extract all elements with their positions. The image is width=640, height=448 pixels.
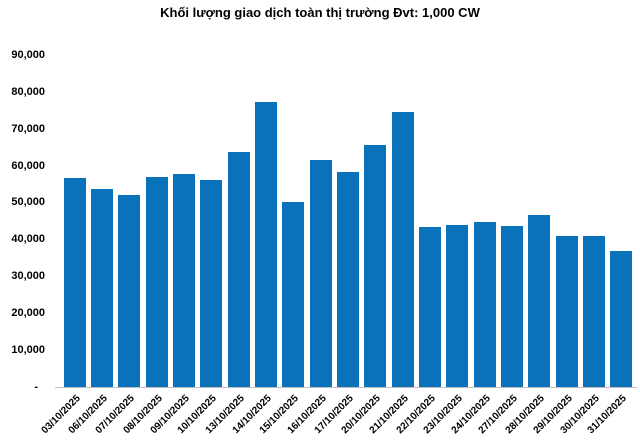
- x-tick-label: 09/10/2025: [148, 393, 192, 437]
- x-tick-label: 31/10/2025: [585, 393, 630, 437]
- x-tick-label: 22/10/2025: [394, 393, 438, 437]
- bar: [282, 202, 305, 387]
- bar-slot: [553, 56, 580, 387]
- bar: [500, 226, 523, 387]
- bar: [364, 144, 387, 387]
- bar-slot: [225, 56, 252, 387]
- bar-slot: [280, 56, 307, 387]
- x-tick-label: 16/10/2025: [285, 393, 329, 437]
- bar: [254, 101, 277, 387]
- x-tick-label: 08/10/2025: [121, 393, 165, 437]
- y-tick-label: 20,000: [11, 306, 45, 319]
- bar-slot: [580, 56, 607, 387]
- bar-slot: [334, 56, 361, 387]
- bar: [446, 224, 469, 387]
- bar-slot: [143, 56, 170, 387]
- x-tick-label: 28/10/2025: [503, 393, 548, 437]
- bar: [582, 235, 605, 387]
- y-tick-label: 40,000: [11, 233, 45, 246]
- x-tick-label: 23/10/2025: [421, 393, 466, 437]
- bar: [473, 222, 496, 387]
- x-tick-label: 13/10/2025: [203, 393, 247, 437]
- bar: [309, 159, 332, 387]
- bar-slot: [389, 56, 416, 387]
- bar: [145, 177, 168, 387]
- y-tick-label: 80,000: [11, 85, 45, 98]
- bar-slot: [416, 56, 443, 387]
- x-tick-label: 30/10/2025: [558, 393, 602, 437]
- x-tick-label: 14/10/2025: [230, 393, 274, 437]
- x-tick-label: 17/10/2025: [312, 393, 356, 437]
- y-tick-label: 60,000: [11, 159, 45, 172]
- bar-slot: [608, 56, 635, 387]
- x-tick-label: 10/10/2025: [175, 393, 220, 437]
- bar: [610, 251, 633, 387]
- bar-slot: [170, 56, 197, 387]
- bar-slot: [444, 56, 471, 387]
- bar: [418, 227, 441, 387]
- x-tick-label: 06/10/2025: [66, 393, 110, 437]
- bar-slot: [362, 56, 389, 387]
- y-axis-tick-labels: - 10,000 20,000 30,000 40,000 50,000 60,000 70,…: [0, 0, 45, 448]
- bar-slot: [61, 56, 88, 387]
- x-tick-label: 15/10/2025: [257, 393, 302, 437]
- y-tick-label: 10,000: [11, 343, 45, 356]
- x-tick-label: 21/10/2025: [367, 393, 411, 437]
- y-tick-label: 70,000: [11, 122, 45, 135]
- bar-slot: [116, 56, 143, 387]
- bar: [118, 195, 141, 387]
- bar: [227, 152, 250, 387]
- x-tick-label: 27/10/2025: [476, 393, 520, 437]
- bar-slot: [471, 56, 498, 387]
- x-tick-label: 07/10/2025: [93, 393, 138, 437]
- x-tick-label: 24/10/2025: [449, 393, 493, 437]
- bar-slot: [526, 56, 553, 387]
- x-tick-label: 20/10/2025: [339, 393, 384, 437]
- bar: [200, 180, 223, 387]
- bar-slot: [252, 56, 279, 387]
- bar: [90, 188, 113, 387]
- y-tick-label: 50,000: [11, 196, 45, 209]
- x-tick-label: 29/10/2025: [531, 393, 575, 437]
- plot-area: [61, 56, 635, 387]
- y-tick-label: 90,000: [11, 49, 45, 61]
- bar-slot: [307, 56, 334, 387]
- chart-title: Khối lượng giao dịch toàn thị trường Đvt…: [160, 5, 480, 20]
- bar-slot: [88, 56, 115, 387]
- y-tick-label: -: [34, 380, 38, 393]
- y-tick-label: 30,000: [11, 270, 45, 282]
- bar: [391, 112, 414, 387]
- bar: [555, 235, 578, 387]
- bar-slot: [198, 56, 225, 387]
- bar: [63, 177, 86, 387]
- x-axis-line: [55, 387, 637, 388]
- bar: [172, 173, 195, 387]
- bar: [528, 214, 551, 387]
- bar-slot: [498, 56, 525, 387]
- bar: [336, 172, 359, 387]
